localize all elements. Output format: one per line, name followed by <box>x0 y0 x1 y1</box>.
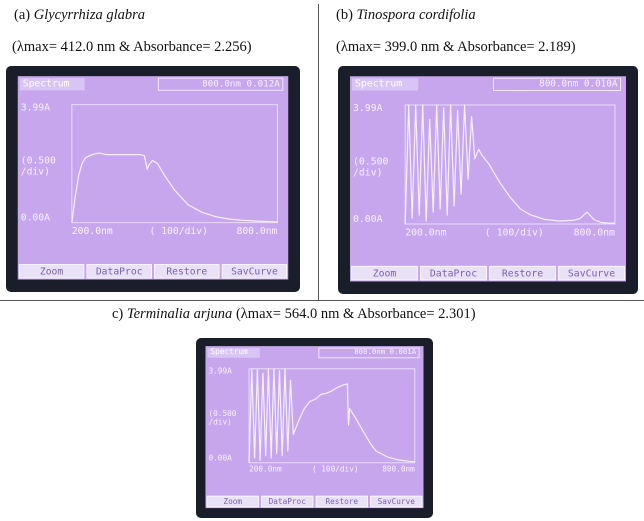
lcd-display <box>205 346 424 509</box>
y-scale-unit: /div) <box>21 166 50 177</box>
screen-button-label: Zoom <box>373 269 397 280</box>
screen-button-savcurve <box>221 264 288 279</box>
screen-title: Spectrum <box>23 78 70 89</box>
screen-button-dataproc <box>420 265 487 281</box>
spectrum-curve <box>404 104 616 225</box>
spectrum-photo-b: Spectrum 800.0nm 0.010A 3.99A (0.500/div) 0.… <box>338 66 638 294</box>
title-tab <box>207 348 260 358</box>
screen-button-dataproc <box>261 495 314 508</box>
y-scale-label: (0.500 <box>21 156 56 167</box>
screen-button-label: DataProc <box>269 497 306 506</box>
readout-text: 800.0nm 0.001A <box>354 347 416 356</box>
plot-frame <box>404 104 616 225</box>
x-tick-right: 800.0nm <box>382 465 415 474</box>
spectrum-screen-b: Spectrum 800.0nm 0.010A 3.99A (0.500/div) 0.… <box>338 66 638 294</box>
screen-button-zoom <box>351 265 418 281</box>
spectrum-curve <box>71 152 278 223</box>
spectrum-screen-a: Spectrum 800.0nm 0.012A 3.99A (0.500/div) 0.… <box>6 66 300 292</box>
y-tick-top: 3.99A <box>208 366 232 375</box>
y-tick-bottom: 0.00A <box>21 213 50 224</box>
y-scale-label: (0.500 <box>353 156 388 167</box>
screen-title: Spectrum <box>210 347 248 356</box>
caption-a-detail: (λmax= 412.0 nm & Absorbance= 2.256) <box>12 39 252 55</box>
readout-box <box>157 77 284 91</box>
y-scale-unit: /div) <box>208 417 231 426</box>
screen-button-label: DataProc <box>430 269 477 280</box>
caption-c: c) Terminalia arjuna (λmax= 564.0 nm & A… <box>112 305 476 323</box>
screen-button-zoom <box>18 264 85 279</box>
caption-b-detail: (λmax= 399.0 nm & Absorbance= 2.189) <box>336 39 576 55</box>
plot-frame <box>248 368 416 464</box>
screen-button-label: SavCurve <box>568 269 615 280</box>
screen-button-label: Restore <box>502 269 543 280</box>
x-scale-label: ( 100/div) <box>485 227 544 238</box>
spectrum-photo-c: Spectrum 800.0nm 0.001A 3.99A (0.500/div) 0.… <box>196 338 433 518</box>
screen-button-savcurve <box>558 265 625 281</box>
y-tick-bottom: 0.00A <box>208 454 232 463</box>
lcd-display <box>17 76 289 280</box>
y-scale-unit: /div) <box>353 167 383 178</box>
readout-box <box>493 77 621 92</box>
plot-frame <box>71 104 278 224</box>
caption-a-name: Glycyrrhiza glabra <box>33 7 146 23</box>
screen-button-label: Zoom <box>223 497 242 506</box>
spectrum-photo-a: Spectrum 800.0nm 0.012A 3.99A (0.500/div) 0.… <box>6 66 300 292</box>
caption-c-prefix: c) <box>112 306 127 322</box>
caption-b-prefix: (b) <box>336 7 357 23</box>
y-tick-top: 3.99A <box>353 103 383 114</box>
x-scale-label: ( 100/div) <box>150 226 208 237</box>
screen-button-label: DataProc <box>96 267 143 278</box>
spectrum-screen-c: Spectrum 800.0nm 0.001A 3.99A (0.500/div) 0.… <box>196 338 433 518</box>
caption-b-name: Tinospora cordifolia <box>356 7 476 23</box>
caption-c-detail: (λmax= 564.0 nm & Absorbance= 2.301) <box>232 306 476 322</box>
x-tick-left: 200.0nm <box>405 227 446 238</box>
screen-button-restore <box>315 495 368 508</box>
y-tick-top: 3.99A <box>21 102 50 113</box>
caption-b: (b) Tinospora cordifolia <box>336 6 476 24</box>
readout-text: 800.0nm 0.010A <box>539 79 618 90</box>
x-tick-right: 800.0nm <box>574 227 615 238</box>
screen-button-restore <box>154 264 220 279</box>
screen-button-label: Zoom <box>40 267 64 278</box>
x-tick-left: 200.0nm <box>72 226 113 237</box>
title-tab <box>19 78 85 91</box>
vertical-divider <box>318 4 319 301</box>
x-scale-label: ( 100/div) <box>312 465 359 474</box>
screen-button-restore <box>489 265 556 281</box>
lcd-display <box>350 76 626 282</box>
horizontal-divider <box>0 300 644 301</box>
x-tick-left: 200.0nm <box>249 465 282 474</box>
caption-a: (a) Glycyrrhiza glabra <box>14 6 145 24</box>
screen-button-dataproc <box>86 264 152 279</box>
x-tick-right: 800.0nm <box>237 226 278 237</box>
caption-a-prefix: (a) <box>14 7 34 23</box>
caption-c-name: Terminalia arjuna <box>126 306 233 322</box>
screen-button-label: Restore <box>325 497 358 506</box>
spectrum-curve <box>248 368 415 463</box>
screen-title: Spectrum <box>355 79 402 90</box>
screen-button-zoom <box>206 495 259 508</box>
title-tab <box>352 78 419 91</box>
screen-button-label: Restore <box>166 267 207 278</box>
readout-text: 800.0nm 0.012A <box>202 78 280 89</box>
screen-button-label: SavCurve <box>378 497 416 506</box>
readout-box <box>318 347 420 359</box>
screen-button-savcurve <box>370 495 423 508</box>
y-scale-label: (0.500 <box>208 409 236 418</box>
y-tick-bottom: 0.00A <box>353 214 383 225</box>
screen-button-label: SavCurve <box>231 267 278 278</box>
